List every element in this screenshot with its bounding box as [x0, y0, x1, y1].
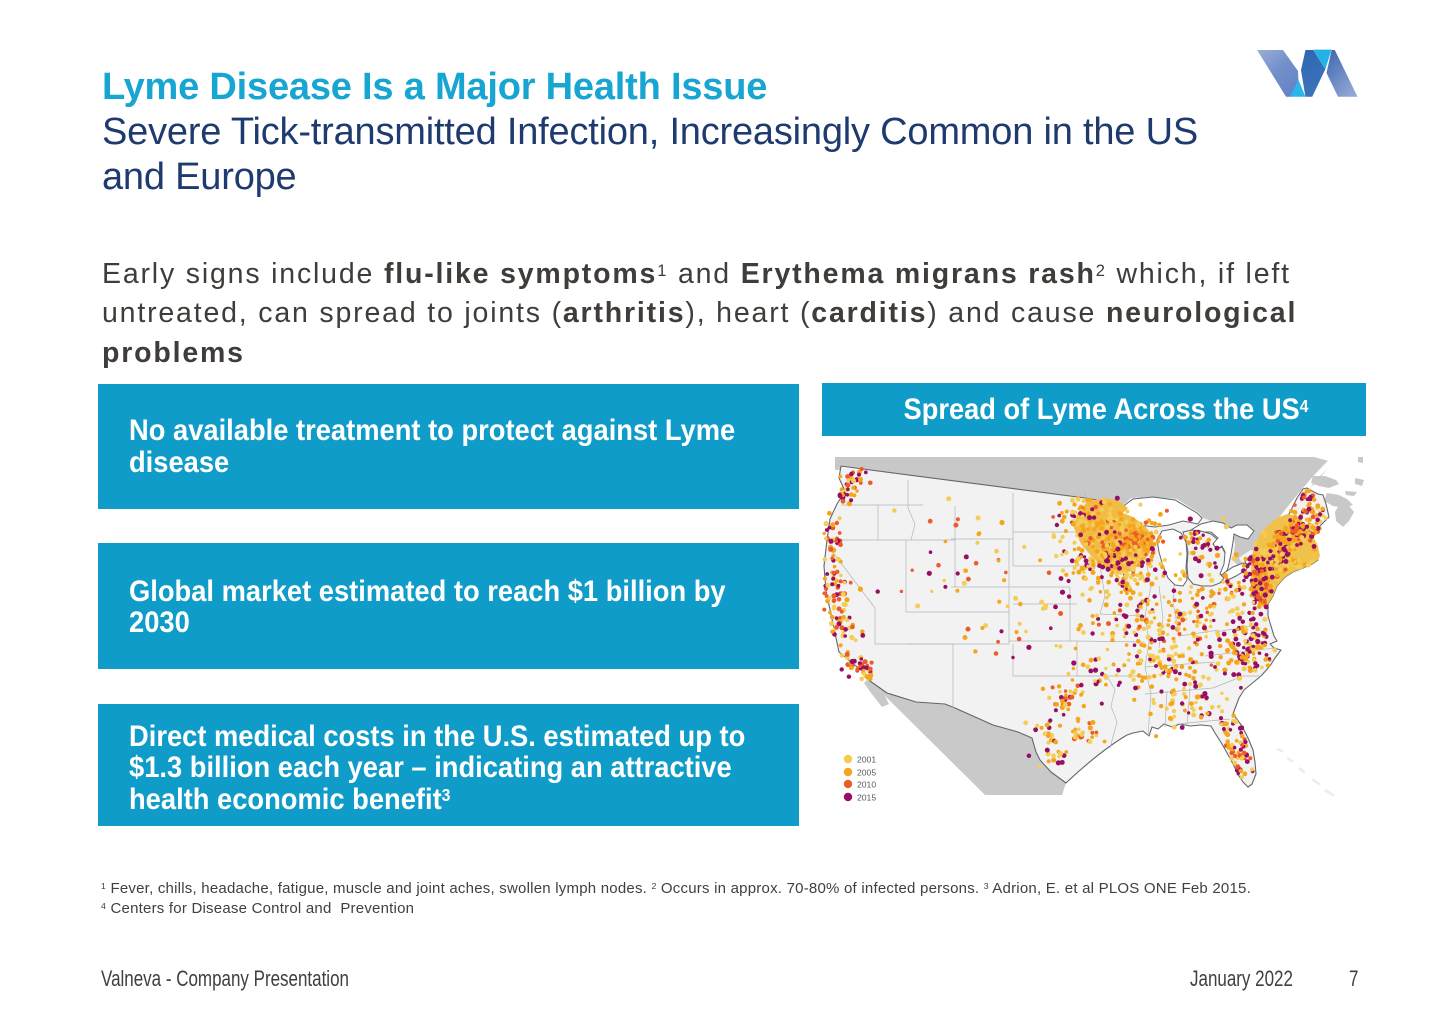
svg-text:2010: 2010: [857, 780, 876, 790]
svg-text:2001: 2001: [857, 755, 876, 765]
svg-text:2015: 2015: [857, 793, 876, 803]
svg-text:2005: 2005: [857, 768, 876, 778]
